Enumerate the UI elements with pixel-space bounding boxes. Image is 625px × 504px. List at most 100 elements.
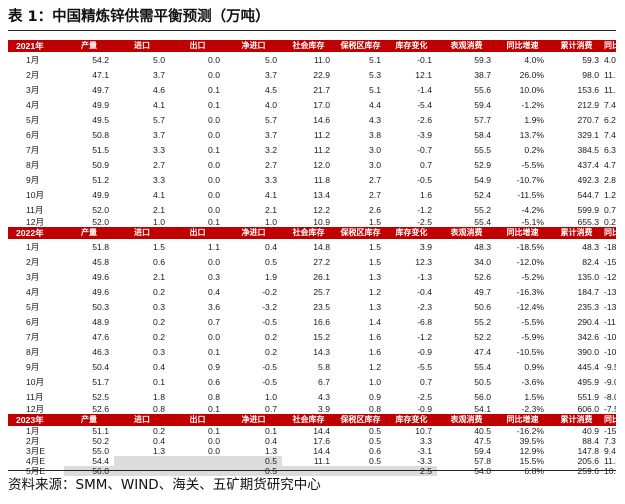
- table-row: 10月 51.7 0.1 0.6 -0.5 6.7 1.0 0.7 50.5 -3.6% 495.9…: [8, 374, 616, 389]
- value-cell: 1.8: [153, 391, 165, 402]
- value-cell: 48.3: [582, 241, 599, 252]
- value-cell: [114, 466, 170, 476]
- value-cell: 0.4: [153, 361, 165, 372]
- value-cell: 52.0: [92, 204, 109, 215]
- value-cell: 11.1: [313, 456, 330, 466]
- value-cell: 12.0: [313, 159, 330, 170]
- value-cell: 55.4: [474, 361, 491, 372]
- year-label: 2021年: [8, 40, 64, 52]
- value-cell: 59.3: [474, 54, 491, 65]
- value-cell: 329.1: [577, 129, 599, 140]
- value-cell: 0.7: [208, 316, 220, 327]
- value-cell: 34.0: [474, 256, 491, 267]
- value-cell: 0.1: [208, 84, 220, 95]
- value-cell: 599.9: [577, 204, 599, 215]
- value-cell: -1.2%: [521, 99, 544, 110]
- column-header: 净进口: [225, 414, 282, 426]
- value-cell: 544.7: [577, 189, 599, 200]
- value-cell: 10.7: [415, 426, 432, 436]
- value-cell: 0.1: [208, 346, 220, 357]
- value-cell: 0.3: [153, 301, 165, 312]
- value-cell: 2.7: [265, 159, 277, 170]
- value-cell: 0.4: [265, 241, 277, 252]
- value-cell: 55.6: [474, 84, 491, 95]
- value-cell: 11.1%: [604, 84, 616, 95]
- value-cell: -1.2: [417, 331, 432, 342]
- value-cell: 46.3: [92, 346, 109, 357]
- value-cell: 0.0: [208, 256, 220, 267]
- value-cell: 4.7%: [604, 159, 616, 170]
- value-cell: 0.7: [420, 159, 432, 170]
- value-cell: 49.9: [92, 99, 109, 110]
- value-cell: 50.2: [92, 436, 109, 446]
- value-cell: -5.5%: [521, 316, 544, 327]
- value-cell: 2.1: [153, 271, 165, 282]
- value-cell: 11.2: [313, 129, 330, 140]
- value-cell: 0.2%: [524, 144, 544, 155]
- value-cell: 52.6: [92, 404, 109, 414]
- column-header: 累计消费: [549, 414, 604, 426]
- column-header: 社会库存: [282, 227, 335, 239]
- value-cell: 49.7: [92, 84, 109, 95]
- value-cell: 6.7: [318, 376, 330, 387]
- value-cell: 0.8: [208, 391, 220, 402]
- value-cell: -2.6: [417, 114, 432, 125]
- value-cell: 17.6: [313, 436, 330, 446]
- value-cell: 0.8: [369, 404, 381, 414]
- value-cell: -0.5: [262, 361, 277, 372]
- value-cell: 12.2: [313, 204, 330, 215]
- value-cell: 45.8: [92, 256, 109, 267]
- column-header: 库存变化: [386, 414, 437, 426]
- value-cell: 52.4: [474, 189, 491, 200]
- value-cell: 4.3: [318, 391, 330, 402]
- value-cell: 0.4: [153, 436, 165, 446]
- column-header: 累计消费: [549, 40, 604, 52]
- year-label: 2023年: [8, 414, 64, 426]
- table-row: 12月 52.0 1.0 0.1 1.0 10.9 1.5 -2.5 55.4 -5.1% 655.…: [8, 217, 616, 227]
- value-cell: -5.5%: [521, 159, 544, 170]
- value-cell: 3.9: [318, 404, 330, 414]
- table-row: 3月E 55.0 1.3 0.0 1.3 14.4 0.6 -3.1 59.4 12.9% 147.…: [8, 446, 616, 456]
- value-cell: 54.4: [92, 456, 109, 466]
- value-cell: 0.9: [208, 361, 220, 372]
- value-cell: 3.7: [153, 129, 165, 140]
- value-cell: 3.3: [420, 436, 432, 446]
- value-cell: 0.4: [265, 436, 277, 446]
- column-header: 进口: [114, 414, 170, 426]
- column-header: 保税区库存: [335, 414, 386, 426]
- table-row: 9月 51.2 3.3 0.0 3.3 11.8 2.7 -0.5 54.9 -10.7% 492.…: [8, 172, 616, 187]
- value-cell: 1.0: [265, 217, 277, 227]
- column-header: 出口: [170, 40, 225, 52]
- value-cell: 1.6: [369, 331, 381, 342]
- value-cell: 1.4: [369, 316, 381, 327]
- value-cell: 655.3: [577, 217, 599, 227]
- value-cell: 0.0: [208, 446, 220, 456]
- value-cell: 184.7: [577, 286, 599, 297]
- value-cell: 3.0: [369, 159, 381, 170]
- value-cell: 0.1: [208, 144, 220, 155]
- value-cell: 1.3: [369, 271, 381, 282]
- value-cell: -3.9: [417, 129, 432, 140]
- value-cell: 4.3: [369, 114, 381, 125]
- value-cell: 49.9: [92, 189, 109, 200]
- value-cell: -16.3%: [516, 286, 544, 297]
- value-cell: 4.1: [153, 189, 165, 200]
- column-header: 保税区库存: [335, 227, 386, 239]
- column-header: 累计消费: [549, 227, 604, 239]
- table-row: 2月 50.2 0.4 0.0 0.4 17.6 0.5 3.3 47.5 39.5% 88.4 7.…: [8, 436, 616, 446]
- month-cell: 12月: [26, 217, 45, 227]
- value-cell: -0.2: [262, 286, 277, 297]
- value-cell: 0.5: [369, 436, 381, 446]
- value-cell: 5.0: [153, 54, 165, 65]
- value-cell: [170, 466, 225, 476]
- month-cell: 8月: [26, 346, 40, 357]
- value-cell: [114, 456, 170, 466]
- value-cell: -9.0%: [604, 376, 616, 387]
- value-cell: 38.7: [474, 69, 491, 80]
- month-cell: 2月: [26, 436, 40, 446]
- column-header: 表观消费: [437, 414, 496, 426]
- value-cell: 0.0: [208, 129, 220, 140]
- value-cell: 0.1: [208, 404, 220, 414]
- value-cell: -1.4: [417, 84, 432, 95]
- value-cell: 47.5: [474, 436, 491, 446]
